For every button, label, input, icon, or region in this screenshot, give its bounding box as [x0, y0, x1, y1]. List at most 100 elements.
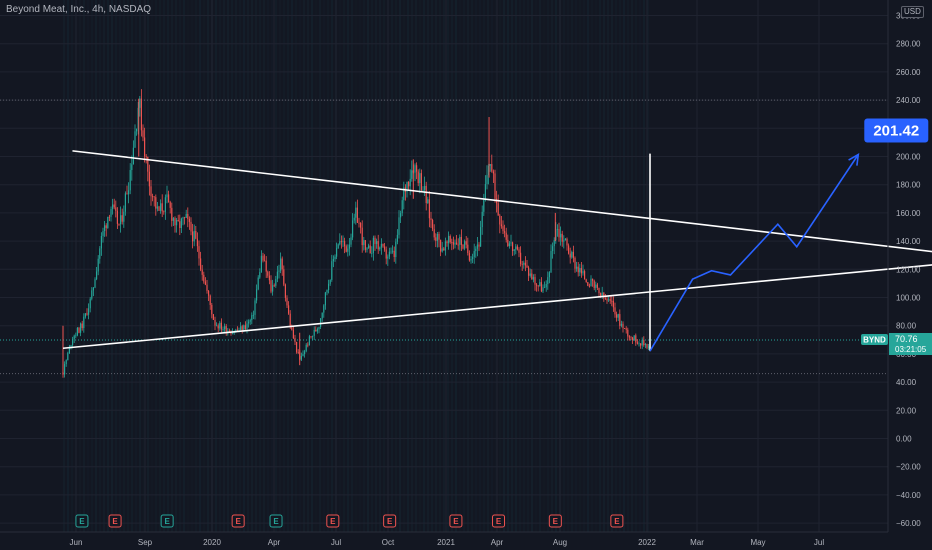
candle-body: [441, 248, 443, 252]
candle-body: [86, 313, 88, 315]
currency-badge[interactable]: USD: [901, 6, 924, 18]
session-stripe: [311, 0, 313, 532]
candle-body: [499, 215, 501, 225]
earnings-marker[interactable]: [449, 514, 463, 528]
session-stripe: [379, 0, 381, 532]
session-stripe: [507, 0, 509, 532]
candle-body: [601, 292, 603, 297]
session-stripe: [607, 0, 609, 532]
candle-body: [268, 275, 270, 281]
candle-body: [609, 299, 611, 301]
marker-letter: E: [273, 517, 279, 526]
candle-body: [156, 206, 158, 209]
candle-body: [532, 277, 534, 280]
candle-body: [233, 332, 235, 334]
candle-body: [150, 186, 152, 197]
price-axis[interactable]: 300.00280.00260.00240.00220.00200.00180.…: [896, 12, 921, 529]
candle-body: [526, 265, 528, 268]
candle-body: [427, 199, 429, 204]
candle-body: [104, 225, 106, 232]
candle-body: [537, 285, 539, 287]
candle-body: [633, 335, 635, 340]
candle-body: [364, 240, 366, 250]
dividend-marker[interactable]: [160, 514, 174, 528]
candle-body: [644, 344, 646, 346]
dividend-marker[interactable]: [75, 514, 89, 528]
candle-body: [278, 270, 280, 272]
candle-body: [120, 215, 122, 225]
candle-body: [289, 313, 291, 328]
earnings-marker[interactable]: [610, 514, 624, 528]
price-tick-label: −60.00: [896, 519, 921, 528]
session-stripe: [63, 0, 65, 532]
time-axis[interactable]: Jun Sep 2020 Apr Jul Oct 2021 Apr Aug 2022 Mar May J…: [70, 538, 825, 547]
candle-body: [347, 248, 349, 252]
price-tick-label: 20.00: [896, 406, 917, 415]
candle-body: [392, 250, 394, 252]
candle-body: [590, 278, 592, 287]
target-value: 201.42: [873, 122, 919, 139]
marker-letter: E: [614, 517, 620, 526]
candle-body: [188, 219, 190, 222]
candle-body: [494, 173, 496, 199]
candle-body: [585, 279, 587, 283]
candle-body: [388, 251, 390, 257]
session-stripe: [403, 0, 405, 532]
projection: [649, 153, 860, 352]
session-stripe: [423, 0, 425, 532]
session-stripe: [643, 0, 645, 532]
candle-body: [316, 329, 318, 332]
dividend-marker[interactable]: [269, 514, 283, 528]
candle-body: [582, 271, 584, 274]
candle-body: [201, 269, 203, 275]
candle-body: [131, 164, 133, 171]
candle-body: [136, 128, 138, 132]
earnings-marker[interactable]: [548, 514, 562, 528]
candle-body: [65, 360, 67, 365]
session-stripe: [627, 0, 629, 532]
session-stripe: [99, 0, 101, 532]
candle-body: [116, 210, 118, 224]
session-stripe: [231, 0, 233, 532]
session-stripe: [595, 0, 597, 532]
marker-letter: E: [79, 517, 85, 526]
candle-body: [424, 185, 426, 190]
candle-body: [174, 218, 176, 226]
earnings-marker[interactable]: [231, 514, 245, 528]
candle-body: [67, 353, 69, 361]
symbol-title[interactable]: Beyond Meat, Inc., 4h, NASDAQ: [6, 4, 152, 15]
candle-body: [68, 346, 70, 354]
candle-body: [200, 258, 202, 270]
candle-body: [606, 298, 608, 301]
candle-body: [339, 241, 341, 245]
candle-body: [540, 282, 542, 292]
session-stripe: [515, 0, 517, 532]
candle-body: [523, 262, 525, 265]
session-stripe: [491, 0, 493, 532]
session-stripe: [319, 0, 321, 532]
price-tick-label: 120.00: [896, 265, 921, 274]
price-tick-label: 260.00: [896, 68, 921, 77]
earnings-marker[interactable]: [108, 514, 122, 528]
candle-body: [83, 316, 85, 329]
candle-body: [449, 236, 451, 243]
session-stripe: [71, 0, 73, 532]
candle-body: [640, 343, 642, 346]
candle-body: [436, 233, 438, 241]
session-stripe: [503, 0, 505, 532]
candle-body: [376, 241, 378, 244]
session-stripe: [551, 0, 553, 532]
earnings-marker[interactable]: [326, 514, 340, 528]
candle-body: [396, 234, 398, 242]
session-stripe: [639, 0, 641, 532]
candle-body: [256, 289, 258, 301]
candle-body: [476, 244, 478, 249]
candle-body: [547, 277, 549, 285]
candle-body: [153, 196, 155, 198]
earnings-marker[interactable]: [383, 514, 397, 528]
candle-body: [292, 329, 294, 339]
session-stripe: [555, 0, 557, 532]
time-tick-label: Sep: [138, 538, 153, 547]
earnings-marker[interactable]: [492, 514, 506, 528]
